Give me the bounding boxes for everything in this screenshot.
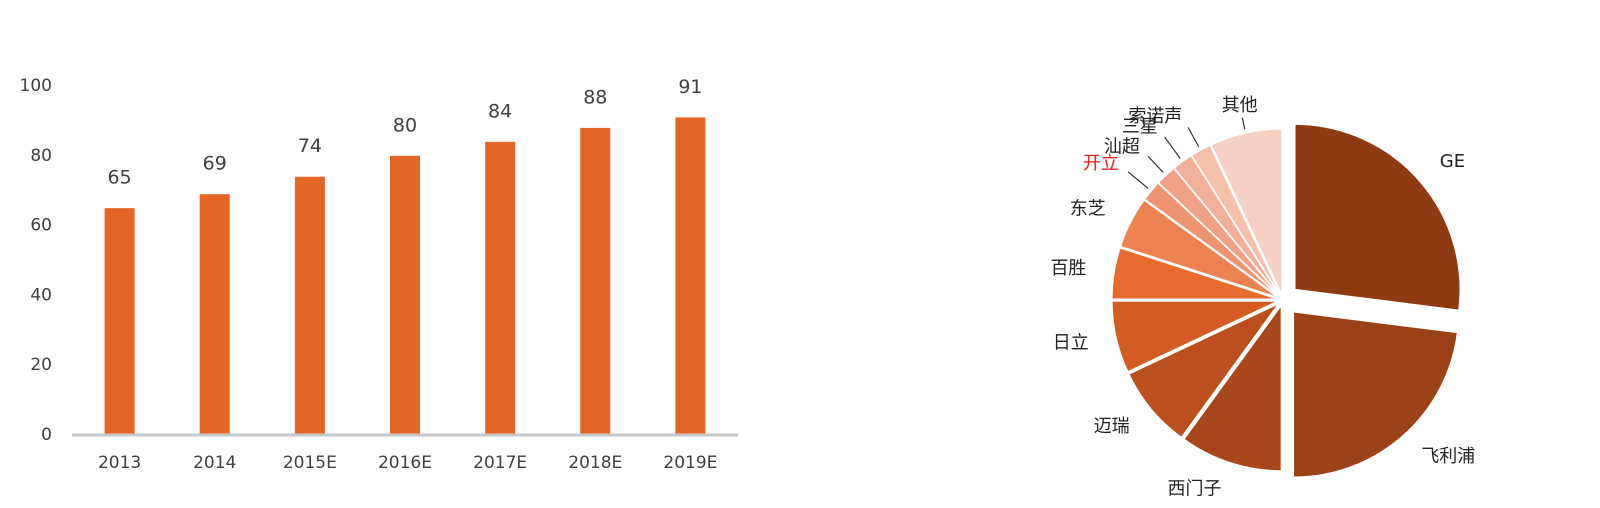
slice-label: 开立 [1083,153,1119,174]
slice-label: 飞利浦 [1421,446,1475,467]
x-tick-label: 2018E [568,453,622,473]
y-tick-label: 0 [41,425,52,445]
value-label: 84 [488,100,512,122]
value-label: 69 [203,153,227,175]
leader-line [1164,137,1181,159]
value-label: 80 [393,114,417,136]
bar [199,194,230,435]
value-label: 65 [107,167,131,189]
x-tick-label: 2017E [473,453,527,473]
slice-label: 百胜 [1050,258,1086,279]
leader-line [1187,127,1200,147]
pie-slice [1128,303,1279,439]
pie-slice [1111,247,1278,300]
leader-line [1127,171,1149,189]
x-tick-label: 2019E [663,453,717,473]
y-tick-label: 20 [30,355,52,375]
x-tick-label: 2015E [283,453,337,473]
bar [294,176,325,436]
pie-slice [1293,311,1458,478]
value-label: 88 [583,86,607,108]
slice-label: 日立 [1053,332,1089,353]
slice-label: GE [1440,151,1465,172]
pie-slice [1144,182,1279,297]
pie-slice [1183,304,1282,472]
y-tick-label: 40 [30,285,52,305]
pie-slice [1120,199,1278,298]
x-tick-label: 2014 [193,453,236,473]
pie-slice [1173,155,1280,296]
pie-slice [1294,123,1461,311]
leader-line [1147,155,1164,173]
bar [580,127,611,435]
y-tick-label: 60 [30,216,52,236]
bar [104,208,135,435]
pie-slice [1191,144,1281,296]
bar [675,117,706,435]
pie-slice [1111,300,1278,373]
slice-label: 索诺声 [1128,106,1182,127]
slice-label: 东芝 [1070,199,1106,220]
x-tick-label: 2016E [378,453,432,473]
slice-label: 三星 [1122,117,1158,138]
slice-label: 汕超 [1104,137,1140,158]
value-label: 91 [678,76,702,98]
bar [390,155,420,436]
y-tick-label: 80 [30,146,52,166]
value-label: 74 [298,135,322,157]
y-tick-label: 100 [20,76,52,96]
leader-line [1241,117,1246,130]
slice-label: 西门子 [1168,478,1222,499]
slice-label: 迈瑞 [1094,416,1130,437]
slice-label: 其他 [1222,95,1258,116]
bar [485,141,516,435]
x-tick-label: 2013 [98,453,141,473]
pie-slice [1210,128,1283,295]
pie-slice [1157,167,1280,296]
